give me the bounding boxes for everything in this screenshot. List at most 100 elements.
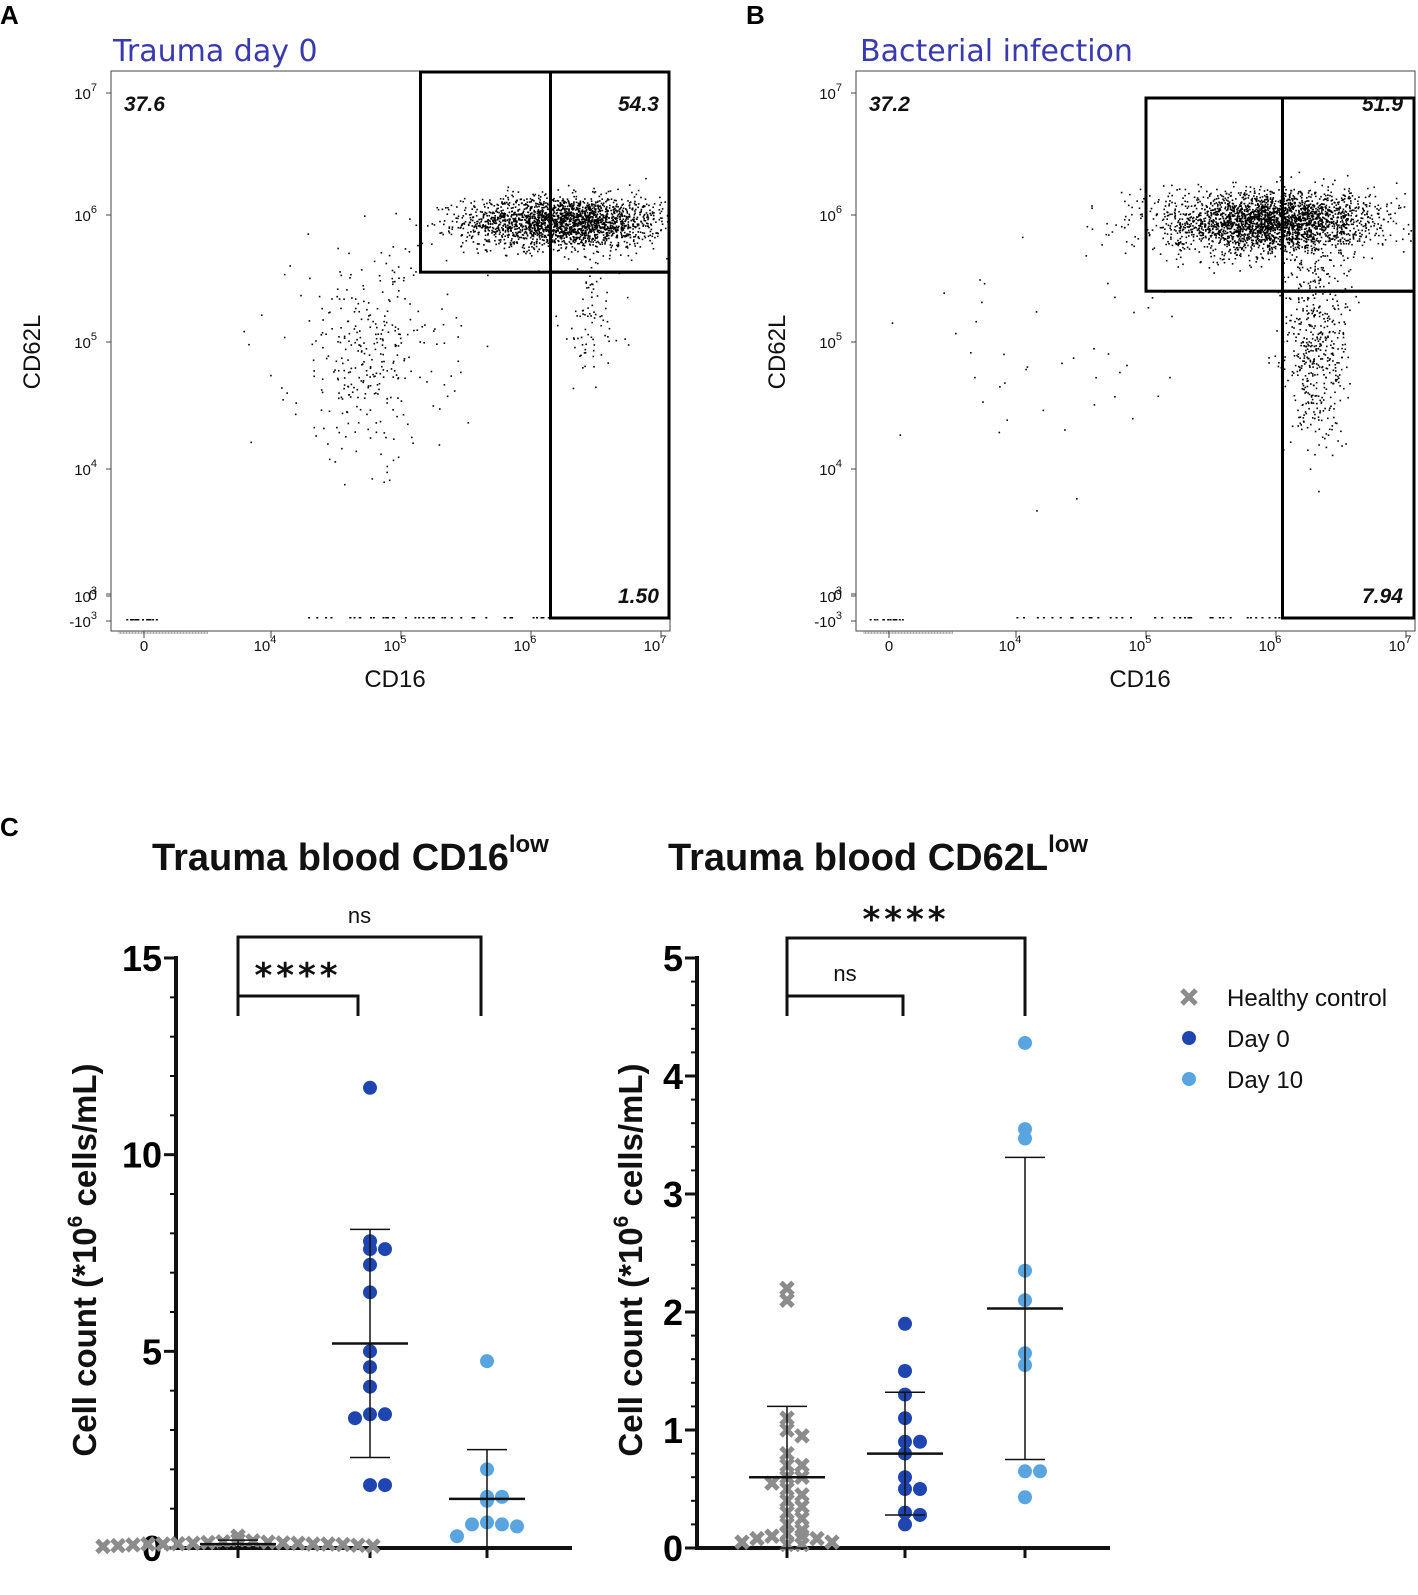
flow-event (591, 230, 593, 232)
flow-event (1324, 228, 1327, 231)
flow-event (373, 342, 376, 345)
flow-event (557, 218, 559, 220)
flow-event (617, 210, 619, 212)
flow-event (541, 191, 544, 193)
flow-event (1316, 227, 1318, 230)
flow-event (626, 210, 628, 213)
flow-event (1241, 214, 1243, 217)
flow-event (599, 315, 601, 318)
flow-event (512, 203, 515, 206)
flow-event (568, 218, 571, 220)
flow-event (1221, 212, 1224, 214)
flow-event (1332, 216, 1335, 219)
flow-event (567, 184, 570, 187)
flow-event (477, 231, 480, 234)
flow-event (1340, 227, 1343, 230)
flow-event (1308, 204, 1311, 206)
flow-event (1181, 229, 1184, 232)
flow-event (1260, 266, 1263, 268)
flow-event (359, 330, 361, 332)
flow-event (1199, 218, 1202, 221)
flow-event (643, 217, 645, 220)
flow-event (559, 216, 561, 219)
flow-event (1263, 190, 1266, 192)
flow-event (1253, 218, 1256, 220)
flow-event (553, 240, 555, 243)
flow-event (1295, 243, 1298, 245)
flow-event (552, 229, 555, 231)
flow-event (622, 203, 624, 205)
flow-event (1288, 214, 1290, 217)
flow-event (615, 199, 617, 202)
flow-event (505, 195, 507, 197)
flow-event (472, 229, 475, 231)
flow-a-ylabel: CD62L (19, 315, 46, 390)
flow-event (601, 226, 604, 228)
flow-event (565, 215, 567, 218)
flow-event (1303, 208, 1306, 211)
flow-event (1327, 224, 1330, 227)
flow-event (1306, 213, 1309, 215)
flow-event (592, 216, 594, 219)
flow-event (1181, 243, 1183, 245)
flow-event (1244, 225, 1247, 228)
flow-event (1261, 211, 1263, 214)
flow-event (1192, 225, 1194, 227)
flow-event (596, 237, 598, 239)
flow-event (1270, 219, 1273, 221)
flow-event (603, 221, 606, 224)
flow-event (1238, 237, 1241, 240)
flow-event (584, 221, 587, 224)
flow-event (1365, 205, 1368, 208)
flow-event (1165, 223, 1168, 225)
flow-event (617, 228, 619, 231)
flow-event (1251, 228, 1253, 231)
flow-event (1327, 208, 1329, 211)
flow-event (594, 239, 596, 242)
flow-event (1309, 222, 1312, 224)
flow-event (538, 194, 540, 197)
flow-event (1241, 211, 1243, 213)
flow-event (624, 338, 626, 340)
flow-event (453, 213, 455, 216)
flow-event (541, 208, 544, 211)
flow-event (1276, 224, 1278, 227)
flow-event (1235, 181, 1237, 184)
flow-event (544, 219, 547, 222)
flow-event (1296, 225, 1299, 227)
flow-event (461, 217, 464, 219)
flow-a-frame (110, 70, 671, 632)
flow-event (1213, 220, 1215, 222)
flow-event (504, 203, 506, 205)
flow-event (562, 212, 564, 215)
flow-event (553, 219, 556, 221)
flow-event (1312, 232, 1314, 235)
flow-event (471, 216, 474, 219)
flow-event (579, 233, 582, 236)
flow-event (552, 232, 555, 235)
flow-event (1195, 227, 1197, 229)
flow-event (649, 212, 651, 215)
flow-event (597, 221, 599, 223)
flow-event (651, 211, 654, 213)
flow-event (635, 193, 638, 196)
flow-event (522, 225, 525, 228)
flow-event (628, 213, 631, 216)
flow-event (1338, 226, 1341, 229)
flow-event (126, 619, 129, 621)
flow-event (1283, 221, 1286, 224)
flow-event (1207, 210, 1210, 213)
flow-event (573, 221, 576, 224)
flow-event (1267, 230, 1269, 233)
flow-event (1320, 195, 1322, 198)
flow-event (457, 226, 460, 229)
flow-event (567, 213, 570, 215)
flow-event (529, 224, 531, 226)
flow-event (1249, 216, 1252, 219)
flow-event (1395, 240, 1398, 242)
flow-event (518, 214, 521, 216)
flow-event (478, 222, 481, 224)
flow-event (1307, 200, 1310, 202)
flow-event (1262, 227, 1264, 229)
flow-event (523, 214, 526, 216)
